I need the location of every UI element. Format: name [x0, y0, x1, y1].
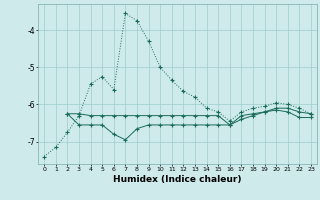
X-axis label: Humidex (Indice chaleur): Humidex (Indice chaleur): [113, 175, 242, 184]
